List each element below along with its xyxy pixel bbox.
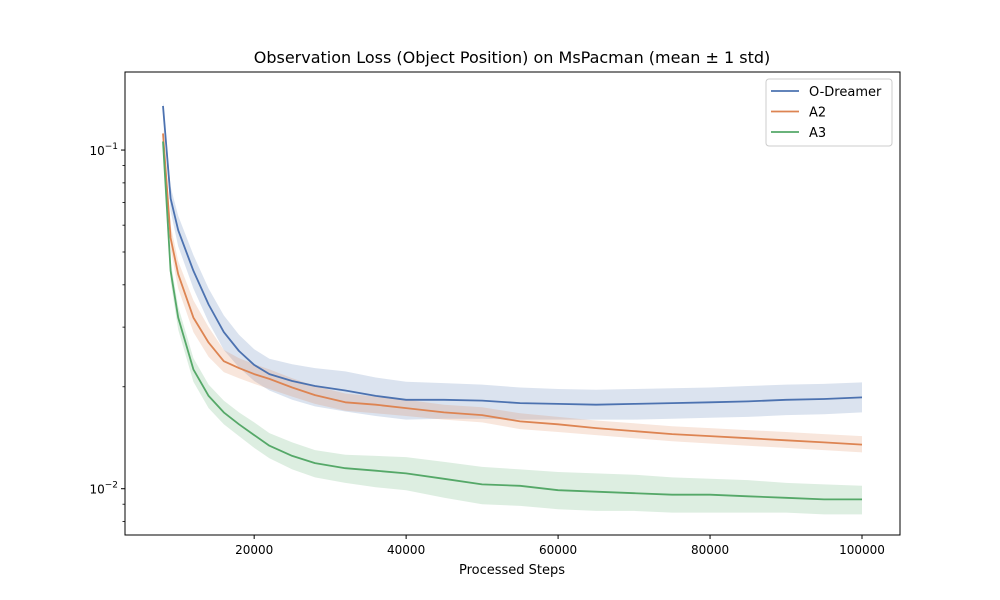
- y-tick-label: 10−2: [89, 481, 118, 497]
- legend-label-series-3: A3: [809, 126, 826, 141]
- legend-label-series-1: O-Dreamer: [809, 85, 882, 100]
- x-tick-label: 20000: [235, 543, 273, 557]
- x-axis-ticks: 20000 40000 60000 80000 100000: [235, 535, 885, 557]
- y-tick-label: 10−1: [89, 142, 118, 158]
- std-band-series-1: [163, 100, 862, 420]
- x-tick-label: 40000: [387, 543, 425, 557]
- std-bands: [163, 100, 862, 515]
- legend-box: [765, 78, 893, 147]
- series-line-3: [162, 141, 862, 501]
- legend-label-series-2: A2: [809, 106, 826, 121]
- x-tick-label: 80000: [691, 543, 729, 557]
- series-lines: [162, 105, 863, 501]
- chart-title: Observation Loss (Object Position) on Ms…: [254, 48, 771, 67]
- x-axis-label: Processed Steps: [459, 563, 565, 578]
- legend: O-Dreamer A2 A3: [765, 78, 893, 147]
- series-line-1: [162, 105, 863, 406]
- plot-frame: [124, 71, 901, 536]
- x-tick-label: 60000: [539, 543, 577, 557]
- series-line-2: [162, 133, 863, 446]
- y-axis-ticks: 10−1 10−2: [89, 142, 125, 522]
- x-tick-label: 100000: [839, 543, 885, 557]
